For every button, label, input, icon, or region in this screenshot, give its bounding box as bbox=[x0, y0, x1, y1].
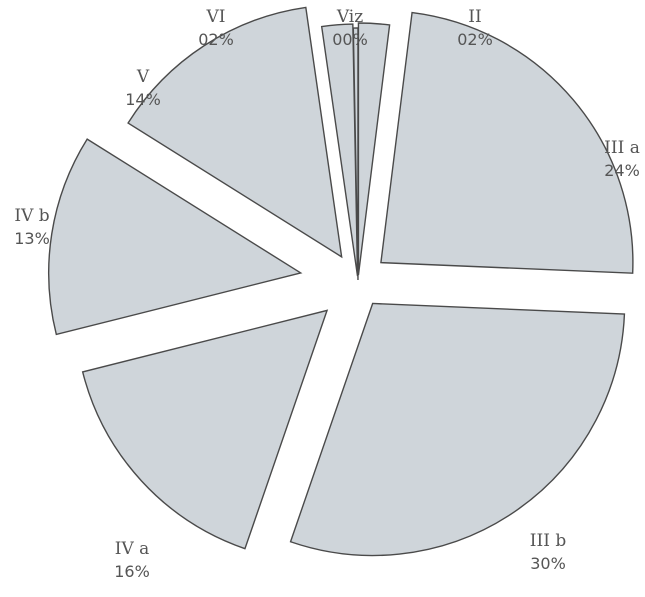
slice-label-v: V bbox=[136, 67, 150, 87]
pie-slice-iv-a bbox=[81, 309, 329, 550]
slice-label-iii-a: III a bbox=[604, 138, 640, 158]
slice-label-iv-a: IV a bbox=[115, 539, 150, 559]
pie-slice-iii-b bbox=[289, 302, 626, 557]
slice-value-ii: 02% bbox=[457, 30, 493, 49]
pie-slice-vi bbox=[320, 23, 359, 277]
pie-slice-iv-b bbox=[48, 138, 303, 336]
slice-value-v: 14% bbox=[125, 90, 161, 109]
slice-value-iv-a: 16% bbox=[114, 562, 150, 581]
slice-label-ii: II bbox=[468, 7, 481, 27]
slice-label-iv-b: IV b bbox=[14, 206, 49, 226]
slice-value-iii-a: 24% bbox=[604, 161, 640, 180]
pie-labels: II 02% III a 24% III b 30% IV a 16% IV b 13% V 14% V… bbox=[14, 7, 640, 581]
pie-slice-iii-a bbox=[380, 11, 634, 274]
slice-label-vi: VI bbox=[206, 7, 226, 27]
pie-slice-ii bbox=[357, 22, 391, 276]
pie-slice-viz bbox=[352, 27, 359, 281]
slice-value-vi: 02% bbox=[198, 30, 234, 49]
pie-slices bbox=[48, 6, 634, 557]
slice-value-viz: 00% bbox=[332, 30, 368, 49]
slice-value-iv-b: 13% bbox=[14, 229, 50, 248]
slice-value-iii-b: 30% bbox=[530, 554, 566, 573]
pie-slice-v bbox=[127, 6, 343, 259]
slice-label-viz: Viz bbox=[336, 7, 363, 27]
slice-label-iii-b: III b bbox=[530, 531, 567, 551]
